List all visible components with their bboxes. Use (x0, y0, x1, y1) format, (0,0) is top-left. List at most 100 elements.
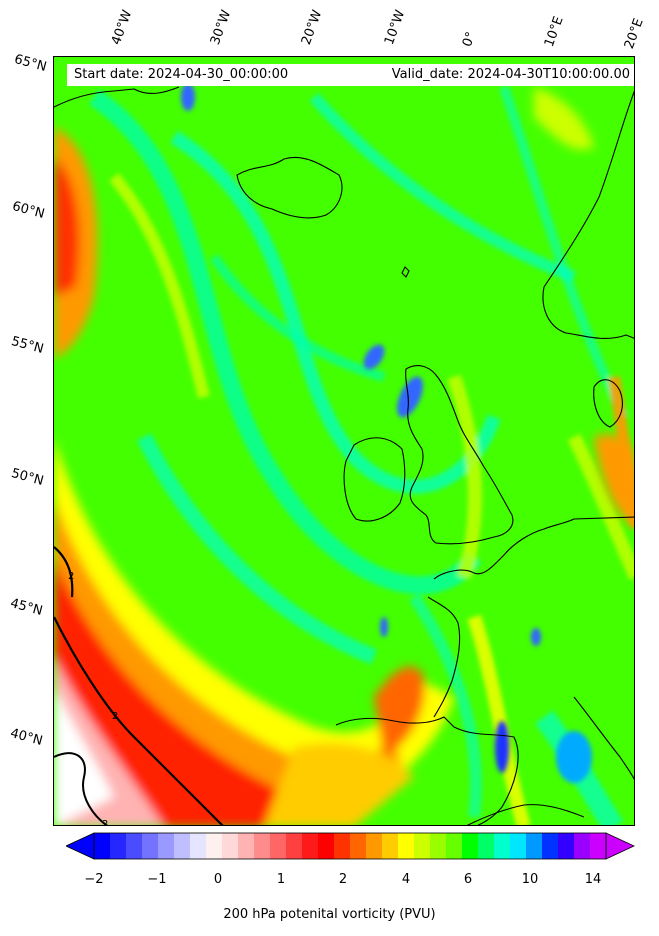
colorbar-swatch (430, 833, 447, 859)
low-pv-patch (495, 721, 509, 773)
coastline-ireland (343, 437, 406, 522)
colorbar (66, 832, 635, 860)
contour-label: 2 (102, 819, 108, 826)
coastline-greenland (54, 86, 180, 108)
colorbar-swatch (478, 833, 495, 859)
colorbar-swatch (318, 833, 335, 859)
pv-north-yellow (534, 87, 594, 150)
low-pv-patch (531, 628, 541, 646)
lat-label-55n: 55°N (9, 334, 46, 357)
start-date-label: Start date: 2024-04-30_00:00:00 (74, 67, 289, 82)
colorbar-swatch (142, 833, 159, 859)
colorbar-tick: 6 (463, 872, 473, 887)
colorbar-swatch (494, 833, 511, 859)
lon-label-40w: 40°W (108, 8, 136, 47)
cyan-band (136, 433, 377, 665)
lon-label-10w: 10°W (381, 8, 409, 47)
cyan-band (499, 85, 629, 420)
colorbar-swatch (110, 833, 127, 859)
colorbar-tick: −1 (147, 872, 167, 887)
colorbar-swatch (350, 833, 367, 859)
coastline-iceland (236, 157, 343, 219)
lat-label-50n: 50°N (9, 466, 46, 489)
colorbar-swatch (238, 833, 255, 859)
coastline-great-britain (405, 365, 514, 545)
colorbar-swatch (270, 833, 287, 859)
colorbar-tick: 4 (401, 872, 411, 887)
colorbar-outline (93, 832, 607, 860)
colorbar-swatch (190, 833, 207, 859)
colorbar-left-arrow (66, 832, 95, 860)
title-bar: Start date: 2024-04-30_00:00:00 Valid_da… (67, 64, 634, 86)
colorbar-swatch (510, 833, 527, 859)
colorbar-tick: −2 (84, 872, 104, 887)
pv-2-contour (54, 546, 224, 825)
valid-date-label: Valid_date: 2024-04-30T10:00:00.00 (391, 67, 630, 82)
colorbar-swatch (254, 833, 271, 859)
colorbar-swatch (542, 833, 559, 859)
low-pv-patch (181, 83, 195, 111)
colorbar-right-arrow (605, 832, 635, 860)
cyan-band (409, 593, 482, 818)
colorbar-swatch (526, 833, 543, 859)
pv-2-contour (54, 752, 109, 825)
colorbar-swatch (302, 833, 319, 859)
cyan-band (209, 254, 386, 382)
low-pv-patch (380, 617, 388, 637)
yellow-band (567, 433, 634, 580)
colorbar-swatch (398, 833, 415, 859)
coastline-africa (466, 804, 585, 825)
lat-label-45n: 45°N (8, 596, 45, 619)
pv-biscay-orange (374, 666, 425, 757)
colorbar-swatch (94, 833, 111, 859)
cyan-band (88, 89, 482, 595)
lat-label-60n: 60°N (10, 199, 47, 222)
colorbar-swatch (222, 833, 239, 859)
colorbar-swatch (286, 833, 303, 859)
map-frame[interactable]: 2 2 2 (53, 56, 635, 826)
yellow-band (447, 374, 482, 579)
colorbar-swatch (574, 833, 591, 859)
coastline-norway (542, 90, 634, 339)
lon-label-20e: 20°E (621, 16, 647, 51)
colorbar-tick: 14 (584, 872, 602, 887)
low-pv-patch (363, 344, 385, 370)
colorbar-swatch (382, 833, 399, 859)
coastline-france-west (427, 596, 461, 718)
cyan-band (309, 93, 577, 283)
colorbar-swatch (366, 833, 383, 859)
lon-label-10e: 10°E (541, 14, 567, 50)
pv-field-map: 2 2 2 (54, 57, 634, 826)
pv-east-orange (594, 434, 634, 526)
lon-label-0: 0° (459, 29, 480, 49)
coastline-france (433, 516, 634, 580)
colorbar-swatch (334, 833, 351, 859)
colorbar-swatch (462, 833, 479, 859)
colorbar-swatch (174, 833, 191, 859)
cyan-band (170, 131, 501, 494)
colorbar-tick: 0 (213, 872, 223, 887)
pv-med-yellow (264, 743, 414, 825)
yellow-band (109, 173, 210, 399)
low-pv-patch (556, 731, 592, 783)
lon-label-30w: 30°W (207, 8, 235, 47)
colorbar-tick: 1 (276, 872, 286, 887)
colorbar-swatch (206, 833, 223, 859)
coastline-italy (573, 696, 634, 780)
colorbar-tick: 10 (521, 872, 539, 887)
yellow-band (467, 614, 531, 825)
colorbar-swatch (590, 833, 607, 859)
low-pv-patch (397, 376, 423, 418)
pv-arc-white (54, 687, 114, 825)
contour-label: 2 (68, 571, 74, 582)
colorbar-swatch (558, 833, 575, 859)
coastline-denmark (593, 379, 623, 428)
contour-label: 2 (112, 711, 118, 722)
colorbar-label: 200 hPa potenital vorticity (PVU) (223, 907, 436, 922)
pv-nw-red (54, 157, 80, 297)
colorbar-tick: 2 (338, 872, 348, 887)
colorbar-swatch (158, 833, 175, 859)
lat-label-65n: 65°N (12, 52, 49, 75)
colorbar-swatch (126, 833, 143, 859)
lon-label-20w: 20°W (298, 8, 326, 47)
